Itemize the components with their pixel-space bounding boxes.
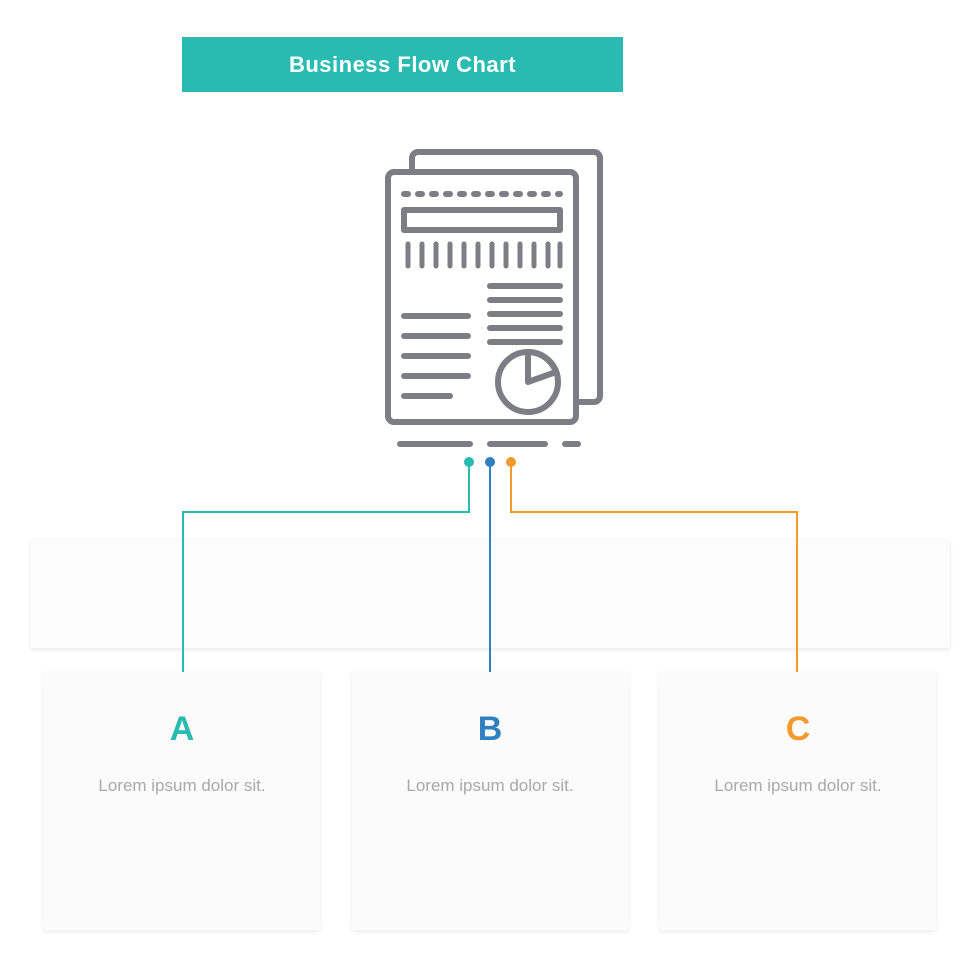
card-body: Lorem ipsum dolor sit.	[690, 773, 906, 799]
connector-dot-a	[464, 457, 474, 467]
connector-dot-c	[506, 457, 516, 467]
connector-dot-b	[485, 457, 495, 467]
cards-row: A Lorem ipsum dolor sit. B Lorem ipsum d…	[0, 672, 980, 930]
ribbon-bar	[30, 540, 950, 648]
title-bar: Business Flow Chart	[182, 37, 623, 92]
card-b: B Lorem ipsum dolor sit.	[352, 672, 628, 930]
card-letter: B	[382, 710, 598, 749]
report-document-icon	[340, 148, 640, 458]
card-letter: A	[74, 710, 290, 749]
card-letter: C	[690, 710, 906, 749]
card-body: Lorem ipsum dolor sit.	[382, 773, 598, 799]
card-a: A Lorem ipsum dolor sit.	[44, 672, 320, 930]
card-c: C Lorem ipsum dolor sit.	[660, 672, 936, 930]
card-body: Lorem ipsum dolor sit.	[74, 773, 290, 799]
